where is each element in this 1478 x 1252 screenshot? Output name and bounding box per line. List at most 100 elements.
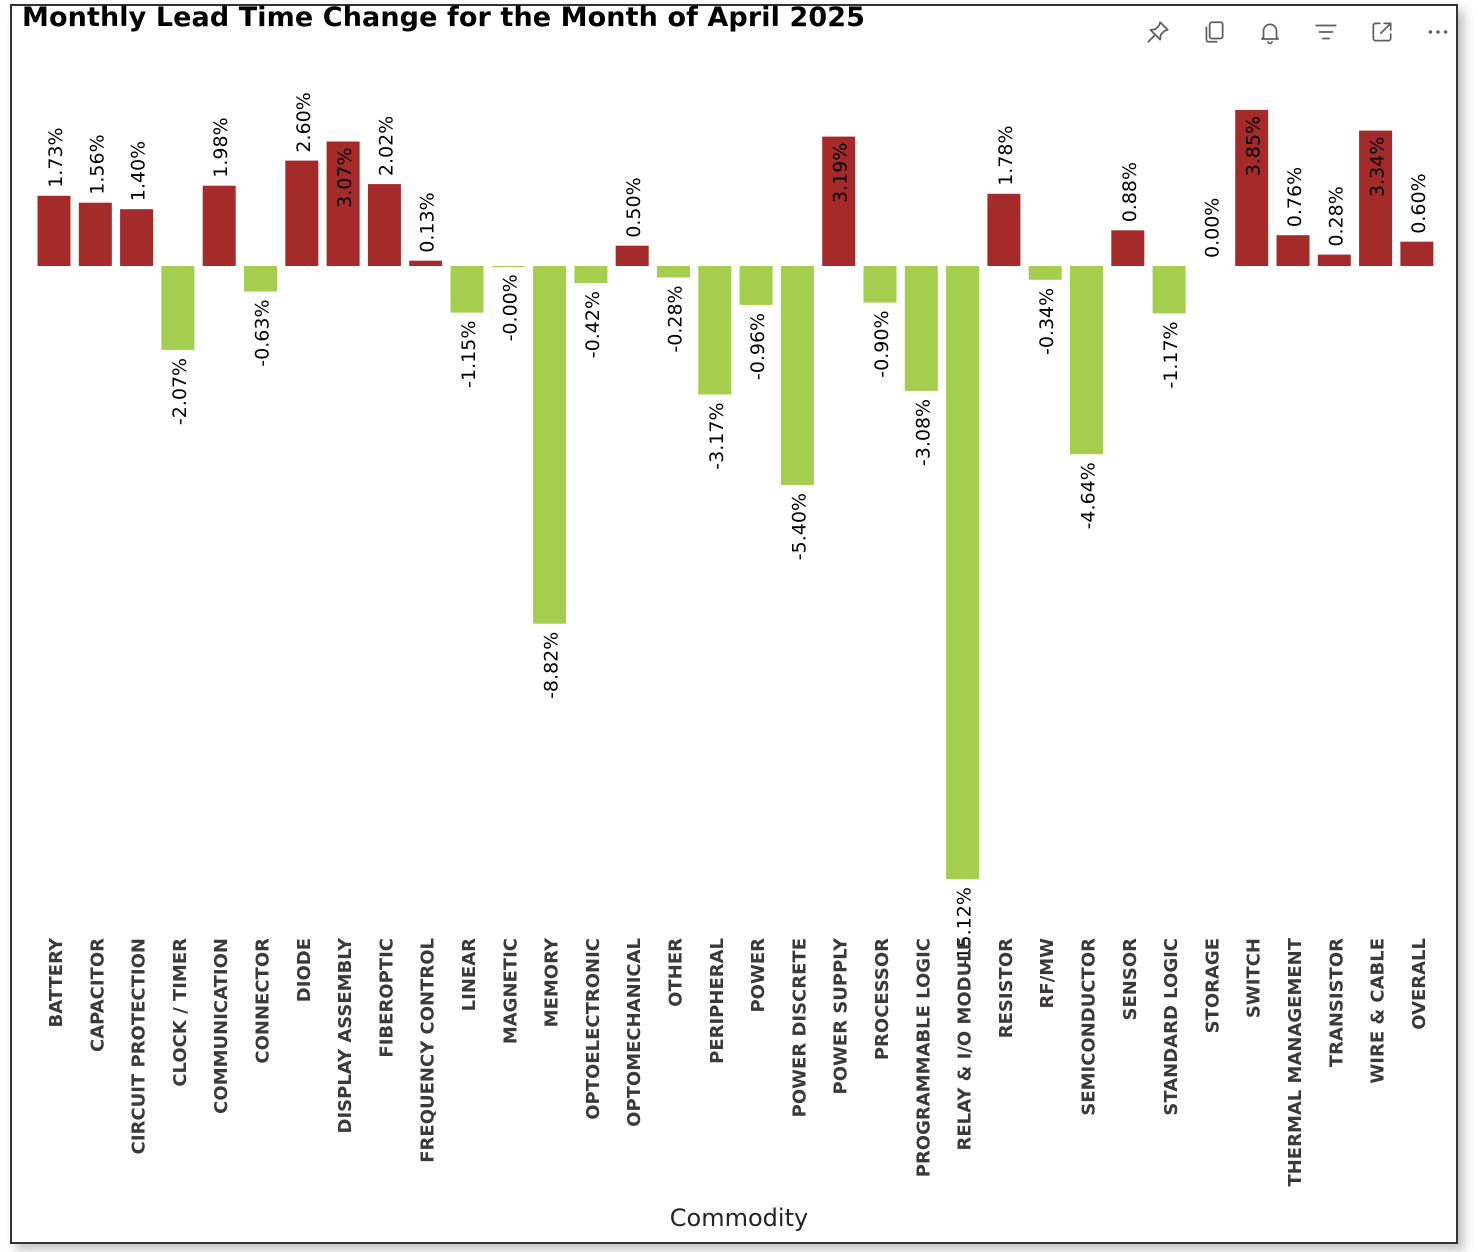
bar[interactable] <box>698 266 732 395</box>
bar[interactable] <box>739 266 773 305</box>
bar[interactable] <box>367 184 401 266</box>
filter-icon <box>1315 24 1337 40</box>
data-label: 1.98% <box>210 117 232 177</box>
bell-icon <box>1261 23 1279 45</box>
category-label: BATTERY <box>46 937 67 1027</box>
data-label: 2.60% <box>293 92 315 152</box>
data-label: -3.17% <box>706 403 728 470</box>
bar[interactable] <box>1359 130 1393 266</box>
bar[interactable] <box>987 193 1021 266</box>
copy-visual-button[interactable] <box>1186 14 1242 50</box>
category-label: LINEAR <box>459 938 480 1011</box>
more-options-button[interactable] <box>1410 14 1466 50</box>
bar[interactable] <box>1276 235 1310 266</box>
category-label: RESISTOR <box>996 938 1017 1038</box>
data-label: -1.15% <box>458 321 480 388</box>
category-label: RF/MW <box>1037 938 1058 1009</box>
bar[interactable] <box>450 266 484 313</box>
category-label: DIODE <box>294 938 315 1002</box>
bar[interactable] <box>491 266 525 267</box>
bar[interactable] <box>1111 230 1145 266</box>
data-label: 1.40% <box>128 141 150 201</box>
category-label: PROGRAMMABLE LOGIC <box>913 938 934 1177</box>
category-label: CAPACITOR <box>87 938 108 1052</box>
category-label: POWER DISCRETE <box>789 938 810 1117</box>
data-label: -0.42% <box>582 291 604 358</box>
bar[interactable] <box>78 202 112 266</box>
alert-button[interactable] <box>1242 14 1298 50</box>
bar[interactable] <box>285 160 319 266</box>
focus-mode-button[interactable] <box>1354 14 1410 50</box>
data-label: 1.78% <box>995 125 1017 185</box>
category-label: SWITCH <box>1244 938 1265 1018</box>
bar[interactable] <box>1028 266 1062 280</box>
pin-icon <box>1147 21 1169 43</box>
data-label: -0.34% <box>1036 288 1058 355</box>
bar[interactable] <box>244 266 277 292</box>
bar[interactable] <box>574 266 608 283</box>
filter-button[interactable] <box>1298 14 1354 50</box>
data-label: -8.82% <box>541 632 563 699</box>
bar[interactable] <box>409 260 443 266</box>
category-label: PERIPHERAL <box>707 938 728 1064</box>
category-label: STANDARD LOGIC <box>1161 938 1182 1116</box>
data-label: 3.85% <box>1243 116 1265 176</box>
bar[interactable] <box>863 266 897 303</box>
bar[interactable] <box>161 266 195 350</box>
category-label: WIRE & CABLE <box>1368 938 1389 1084</box>
copy-icon <box>1205 21 1224 43</box>
data-label: -0.63% <box>252 300 274 367</box>
category-label: CONNECTOR <box>253 938 274 1064</box>
category-label: OTHER <box>666 938 687 1007</box>
data-label: 3.34% <box>1367 137 1389 197</box>
bar[interactable] <box>1317 254 1351 266</box>
bar[interactable] <box>326 141 360 267</box>
bar[interactable] <box>1400 241 1434 266</box>
category-label: CIRCUIT PROTECTION <box>129 938 150 1154</box>
pin-visual-button[interactable] <box>1130 14 1186 50</box>
bar[interactable] <box>904 266 938 391</box>
bar[interactable] <box>657 266 690 278</box>
bar[interactable] <box>780 266 814 485</box>
category-label: MAGNETIC <box>500 938 521 1044</box>
category-label: DISPLAY ASSEMBLY <box>335 937 356 1133</box>
category-label: FREQUENCY CONTROL <box>418 938 439 1163</box>
data-label: 0.88% <box>1119 162 1141 222</box>
data-label: -1.17% <box>1160 321 1182 388</box>
data-label: 1.56% <box>86 134 108 194</box>
bar[interactable] <box>822 136 856 266</box>
category-label: POWER <box>748 938 769 1013</box>
bar[interactable] <box>120 209 154 266</box>
bar[interactable] <box>1070 266 1103 455</box>
data-label: -0.28% <box>665 285 687 352</box>
chart-title: Monthly Lead Time Change for the Month o… <box>22 2 866 33</box>
data-label: -0.00% <box>499 274 521 341</box>
category-label: TRANSISTOR <box>1326 938 1347 1067</box>
bar[interactable] <box>615 245 649 266</box>
data-label: -4.64% <box>1078 462 1100 529</box>
category-label: MEMORY <box>542 937 563 1027</box>
category-label: SEMICONDUCTOR <box>1079 938 1100 1116</box>
bar[interactable] <box>1152 266 1186 314</box>
data-label: 0.13% <box>417 192 439 252</box>
data-label: 1.73% <box>45 127 67 187</box>
category-label: OPTOMECHANICAL <box>624 938 645 1127</box>
bar[interactable] <box>37 195 71 266</box>
visual-header-toolbar <box>1130 14 1466 50</box>
bar[interactable] <box>533 266 567 624</box>
x-axis-title: Commodity <box>669 1204 809 1232</box>
bar[interactable] <box>946 266 980 880</box>
focus-mode-icon <box>1372 22 1392 42</box>
category-label: COMMUNICATION <box>211 938 232 1114</box>
data-label: -3.08% <box>912 399 934 466</box>
bar[interactable] <box>1235 109 1269 267</box>
data-label: -0.96% <box>747 313 769 380</box>
category-label: OPTOELECTRONIC <box>583 938 604 1120</box>
category-label: OVERALL <box>1409 938 1430 1030</box>
category-label: THERMAL MANAGEMENT <box>1285 937 1306 1186</box>
data-label: 0.00% <box>1201 198 1223 258</box>
bar[interactable] <box>202 185 236 266</box>
data-label: 2.02% <box>375 116 397 176</box>
data-label: 3.19% <box>830 143 852 203</box>
